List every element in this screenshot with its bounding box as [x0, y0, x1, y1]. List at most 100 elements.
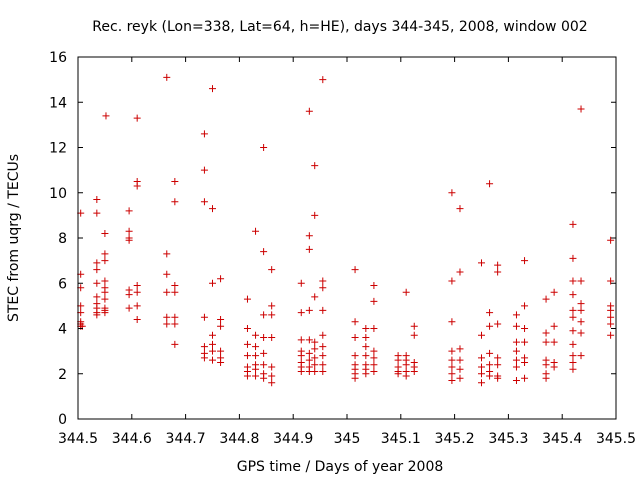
- data-point: [486, 180, 494, 188]
- data-point: [512, 338, 520, 346]
- y-tick-label: 6: [58, 276, 67, 292]
- data-point: [209, 279, 216, 287]
- data-point: [569, 254, 577, 262]
- data-point: [448, 363, 456, 371]
- data-point: [542, 338, 550, 346]
- data-point: [101, 309, 109, 317]
- data-point: [133, 282, 141, 290]
- x-tick-label: 344.8: [219, 431, 259, 447]
- data-point: [93, 293, 101, 301]
- data-points: [77, 73, 615, 387]
- data-point: [448, 370, 456, 378]
- data-point: [478, 363, 485, 371]
- data-point: [486, 349, 494, 357]
- data-point: [252, 372, 260, 380]
- data-point: [319, 306, 327, 314]
- data-point: [268, 266, 276, 274]
- data-point: [260, 349, 268, 357]
- data-point: [577, 300, 585, 308]
- data-point: [319, 76, 327, 84]
- data-point: [217, 347, 225, 355]
- y-axis-label: STEC from uqrg / TECUs: [6, 154, 22, 322]
- x-tick-label: 344.5: [58, 431, 98, 447]
- data-point: [550, 288, 558, 296]
- data-point: [217, 275, 225, 283]
- data-point: [569, 352, 577, 360]
- data-point: [607, 331, 615, 339]
- data-point: [362, 370, 370, 378]
- data-point: [494, 374, 502, 382]
- data-point: [494, 361, 502, 369]
- data-point: [370, 325, 378, 332]
- data-point: [311, 293, 319, 301]
- data-point: [456, 365, 464, 373]
- data-point: [102, 112, 110, 120]
- x-axis-label: GPS time / Days of year 2008: [237, 459, 444, 475]
- data-point: [550, 338, 558, 346]
- data-point: [163, 320, 171, 328]
- data-point: [200, 354, 208, 362]
- data-point: [133, 302, 141, 310]
- data-point: [260, 248, 268, 256]
- data-point: [171, 340, 179, 348]
- data-point: [370, 347, 378, 355]
- x-tick-label: 344.6: [112, 431, 152, 447]
- data-point: [542, 295, 550, 303]
- x-tick-label: 344.9: [273, 431, 313, 447]
- data-point: [402, 288, 410, 296]
- x-tick-label: 345.4: [542, 431, 582, 447]
- data-point: [200, 343, 208, 351]
- data-point: [351, 318, 359, 326]
- data-point: [268, 372, 276, 380]
- data-point: [305, 306, 313, 314]
- data-point: [394, 356, 402, 364]
- data-point: [410, 322, 418, 330]
- data-point: [297, 367, 305, 375]
- data-point: [311, 211, 319, 219]
- data-point: [521, 257, 529, 265]
- y-tick-label: 10: [49, 186, 67, 202]
- data-point: [410, 331, 418, 339]
- data-point: [133, 315, 141, 323]
- data-point: [577, 329, 585, 337]
- data-point: [370, 297, 378, 305]
- data-point: [260, 311, 268, 319]
- x-tick-label: 345.2: [435, 431, 475, 447]
- data-point: [478, 354, 485, 362]
- data-point: [402, 372, 410, 380]
- data-point: [252, 352, 260, 360]
- data-point: [569, 327, 577, 335]
- data-point: [252, 365, 260, 373]
- y-tick-label: 16: [49, 50, 67, 66]
- data-point: [101, 295, 109, 303]
- data-point: [101, 257, 109, 265]
- data-point: [362, 325, 370, 332]
- data-point: [125, 304, 133, 312]
- data-point: [171, 313, 179, 321]
- data-point: [512, 311, 520, 319]
- data-point: [125, 207, 133, 215]
- data-point: [494, 354, 502, 362]
- y-tick-label: 8: [58, 231, 67, 247]
- data-point: [133, 288, 141, 296]
- data-point: [456, 345, 464, 353]
- data-point: [577, 352, 585, 360]
- data-point: [577, 277, 585, 285]
- data-point: [268, 334, 276, 342]
- x-tick-label: 344.7: [166, 431, 206, 447]
- data-point: [297, 336, 305, 344]
- data-point: [133, 182, 141, 190]
- data-point: [171, 198, 179, 206]
- data-point: [512, 347, 520, 355]
- y-axis-ticks: 0 2 4 6 8 10 12 14 16: [49, 50, 616, 428]
- x-tick-label: 345.1: [381, 431, 421, 447]
- data-point: [577, 306, 585, 314]
- data-point: [607, 320, 615, 328]
- data-point: [521, 302, 529, 310]
- data-point: [456, 374, 464, 382]
- data-point: [512, 377, 520, 385]
- data-point: [125, 291, 133, 299]
- data-point: [607, 313, 615, 321]
- data-point: [297, 279, 305, 287]
- data-point: [209, 331, 216, 339]
